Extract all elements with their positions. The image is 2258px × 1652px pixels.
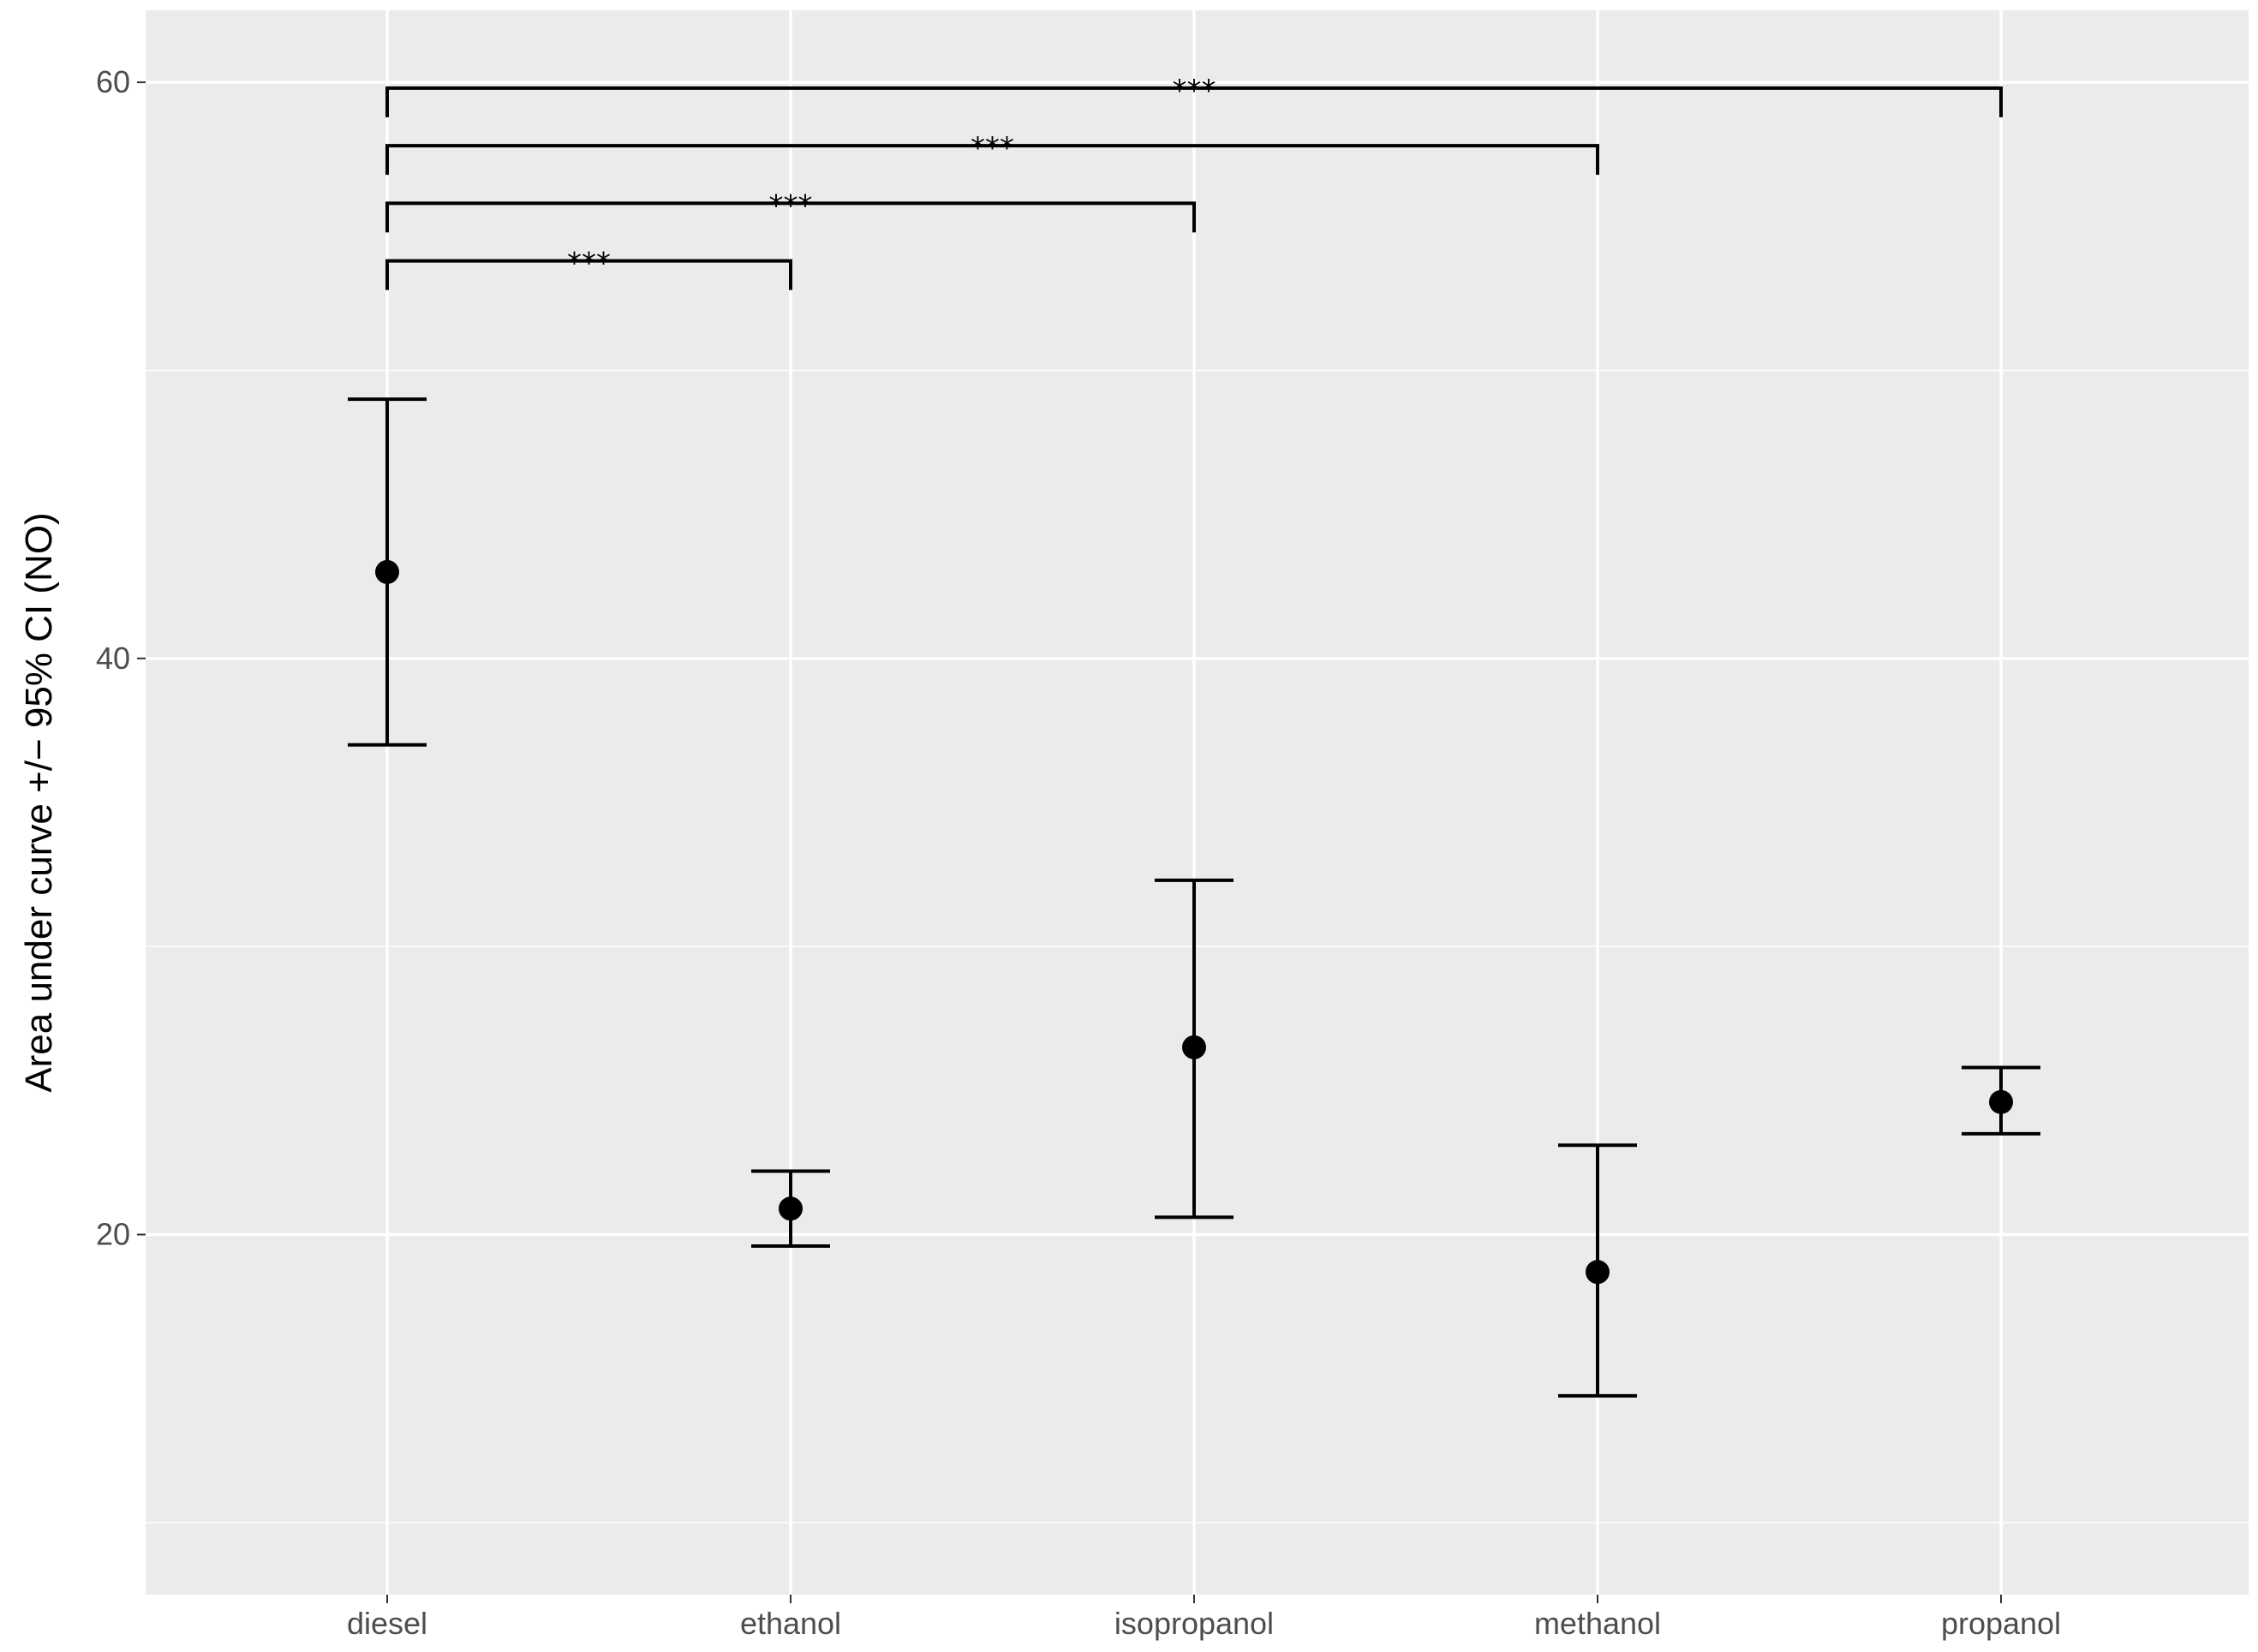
x-tick-label: propanol (1941, 1606, 2061, 1641)
mean-point-diesel (375, 559, 399, 584)
y-axis-title: Area under curve +/− 95% CI (NO) (18, 512, 60, 1092)
significance-label: *** (567, 247, 611, 281)
x-tick-label: isopropanol (1114, 1606, 1274, 1641)
significance-label: *** (769, 188, 813, 223)
x-axis: diesel ethanol isopropanol methanol propanol (347, 1595, 2061, 1641)
significance-bracket (385, 201, 1196, 233)
y-axis: 20 40 60 (96, 64, 146, 1252)
y-tick-label: 20 (96, 1217, 130, 1252)
panel-background (146, 10, 2249, 1595)
y-tick-label: 60 (96, 64, 130, 99)
significance-brackets: *** *** *** *** (385, 74, 2003, 290)
mean-point-methanol (1586, 1260, 1610, 1285)
x-tick-label: methanol (1534, 1606, 1661, 1641)
significance-bracket (385, 259, 792, 290)
mean-points (375, 559, 2013, 1285)
significance-label: *** (971, 131, 1014, 165)
mean-point-propanol (1989, 1089, 2013, 1114)
y-tick-label: 40 (96, 641, 130, 676)
x-tick-label: diesel (347, 1606, 427, 1641)
x-tick-label: ethanol (740, 1606, 841, 1641)
minor-gridlines (146, 369, 2249, 1524)
mean-point-isopropanol (1182, 1035, 1206, 1059)
significance-bracket (385, 86, 2003, 117)
significance-label: *** (1173, 74, 1216, 108)
significance-bracket (385, 144, 1599, 176)
mean-point-ethanol (779, 1196, 803, 1221)
error-bars (348, 397, 2040, 1398)
